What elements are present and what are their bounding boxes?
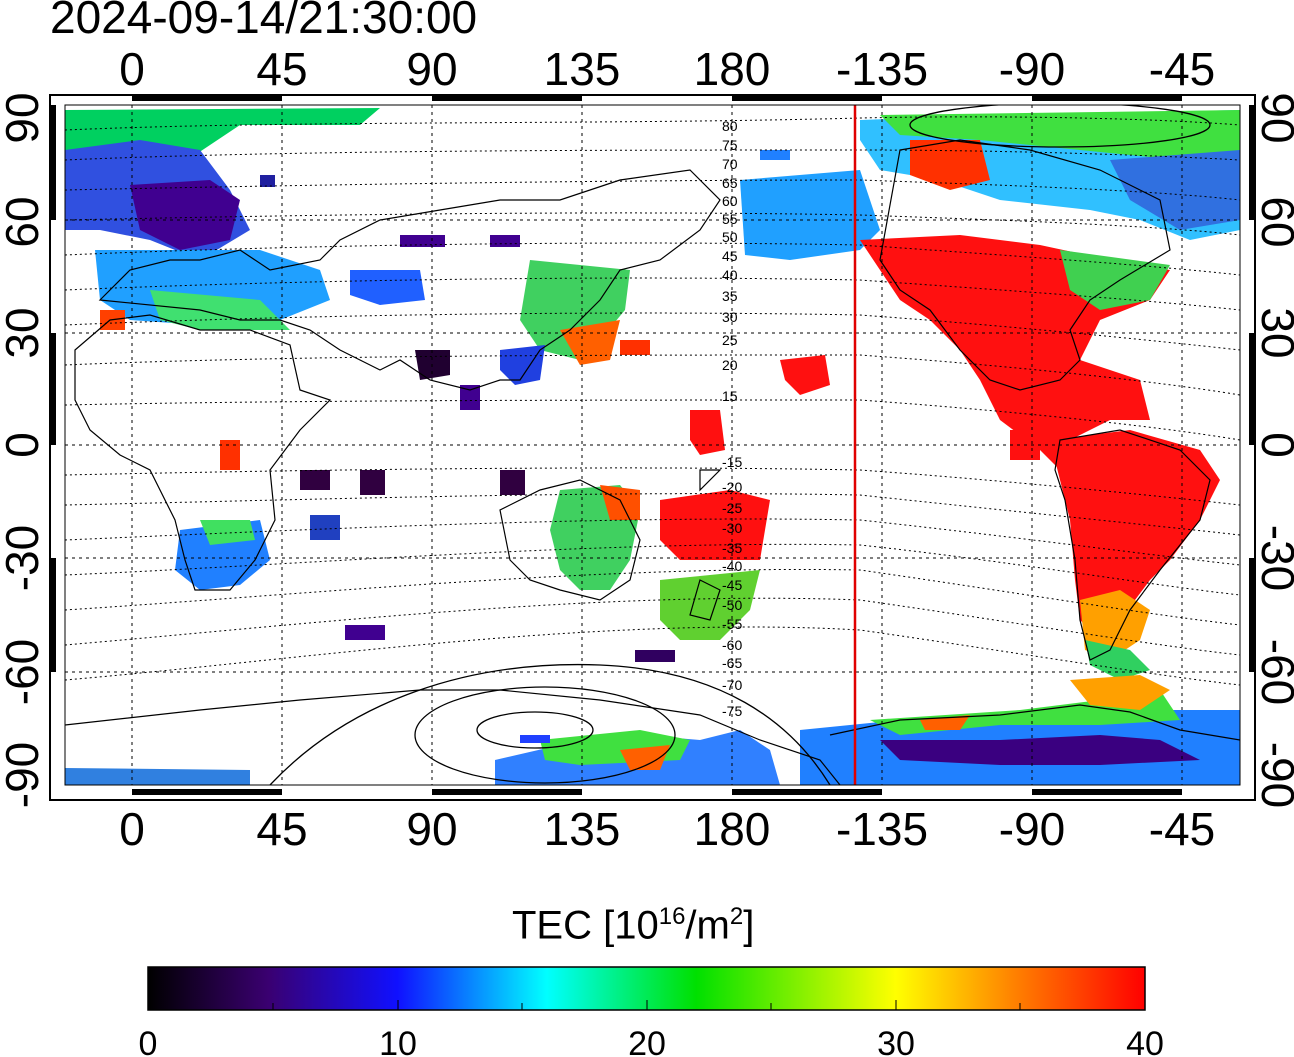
colorbar-label-unit: /m <box>685 903 730 948</box>
contour-label: -70 <box>722 677 742 693</box>
colorbar-tick-label: 20 <box>628 1025 666 1057</box>
left-lat-label: 30 <box>0 307 48 358</box>
contour-label: -35 <box>722 540 742 556</box>
right-lat-label: 30 <box>1252 307 1294 358</box>
colorbar-label: TEC [1016/m2] <box>512 903 755 948</box>
left-lat-label: 0 <box>0 432 48 458</box>
contour-label: -60 <box>722 637 742 653</box>
right-lat-label: -30 <box>1252 525 1294 591</box>
southern-pole-contours <box>269 105 1211 785</box>
left-lat-label: -30 <box>0 525 48 591</box>
left-lat-label: 90 <box>0 92 48 143</box>
right-lat-label: 90 <box>1252 92 1294 143</box>
contour-label: 15 <box>722 388 738 404</box>
top-lon-label: 0 <box>119 43 145 95</box>
top-lon-label: -135 <box>836 43 928 95</box>
map-content <box>65 105 1240 785</box>
contour-label: 45 <box>722 248 738 264</box>
contour-label: 55 <box>722 211 738 227</box>
colorbar <box>147 966 1146 1011</box>
contour-label: 35 <box>722 288 738 304</box>
contour-label: 60 <box>722 193 738 209</box>
contour-label: -30 <box>722 520 742 536</box>
colorbar-label-close: ] <box>743 903 755 948</box>
left-lat-label: -60 <box>0 639 48 705</box>
bottom-lon-label: -135 <box>836 803 928 855</box>
right-lat-label: -60 <box>1252 639 1294 705</box>
coastlines <box>65 139 1240 785</box>
left-lat-label: 60 <box>0 196 48 247</box>
colorbar-tick-label: 30 <box>877 1025 915 1057</box>
colorbar-tick-label: 0 <box>139 1025 158 1057</box>
colorbar-label-unit-exp: 2 <box>729 903 744 930</box>
bottom-longitude-labels: 0 45 90 135 180 -135 -90 -45 <box>119 803 1215 855</box>
right-lat-label: 0 <box>1252 432 1294 458</box>
colorbar-tick-label: 10 <box>379 1025 417 1057</box>
right-lat-label: 60 <box>1252 196 1294 247</box>
contour-label: 70 <box>722 156 738 172</box>
contour-label: -25 <box>722 500 742 516</box>
colorbar-tick-labels: 0 10 20 30 40 <box>139 1025 1164 1057</box>
colorbar-ticks <box>272 1000 1021 1010</box>
top-lon-label: 45 <box>256 43 307 95</box>
contour-labels: 80 75 70 65 60 55 50 45 40 35 30 25 20 1… <box>722 118 742 719</box>
contour-label: -45 <box>722 577 742 593</box>
contour-label: 65 <box>722 175 738 191</box>
colorbar-label-text: TEC [10 <box>512 903 659 948</box>
timestamp-title: 2024-09-14/21:30:00 <box>50 0 478 43</box>
contour-label: -15 <box>722 454 742 470</box>
bottom-lon-label: 45 <box>256 803 307 855</box>
top-lon-label: 135 <box>544 43 621 95</box>
bottom-lon-label: 180 <box>694 803 771 855</box>
bottom-lon-label: -45 <box>1149 803 1215 855</box>
bottom-lon-label: 0 <box>119 803 145 855</box>
bottom-lon-label: 90 <box>406 803 457 855</box>
bottom-lon-label: 135 <box>544 803 621 855</box>
contour-label: -65 <box>722 655 742 671</box>
map-inner-frame <box>64 104 1241 786</box>
top-longitude-labels: 0 45 90 135 180 -135 -90 -45 <box>119 43 1215 95</box>
top-lon-label: -45 <box>1149 43 1215 95</box>
top-lon-label: 180 <box>694 43 771 95</box>
contour-label: 25 <box>722 332 738 348</box>
contour-label: -20 <box>722 479 742 495</box>
left-latitude-labels: 90 60 30 0 -30 -60 -90 <box>0 92 48 808</box>
frame-tick-bars <box>50 95 1255 795</box>
right-latitude-labels: 90 60 30 0 -30 -60 -90 <box>1252 92 1294 808</box>
contour-label: 20 <box>722 357 738 373</box>
left-lat-label: -90 <box>0 742 48 808</box>
magnetic-latitude-contours <box>65 116 1240 686</box>
colorbar-tick-label: 40 <box>1126 1025 1164 1057</box>
top-lon-label: -90 <box>999 43 1065 95</box>
contour-label: 30 <box>722 309 738 325</box>
contour-label: -55 <box>722 616 742 632</box>
contour-label: 80 <box>722 118 738 134</box>
contour-label: -40 <box>722 558 742 574</box>
contour-label: 50 <box>722 229 738 245</box>
contour-label: 40 <box>722 267 738 283</box>
map-frame <box>49 94 1256 801</box>
colorbar-label-exp: 16 <box>658 903 686 930</box>
bottom-lon-label: -90 <box>999 803 1065 855</box>
map-grid <box>65 105 1240 785</box>
right-lat-label: -90 <box>1252 742 1294 808</box>
contour-label: -75 <box>722 703 742 719</box>
contour-label: 75 <box>722 137 738 153</box>
top-lon-label: 90 <box>406 43 457 95</box>
tec-data-layer <box>65 108 1240 785</box>
contour-label: -50 <box>722 597 742 613</box>
